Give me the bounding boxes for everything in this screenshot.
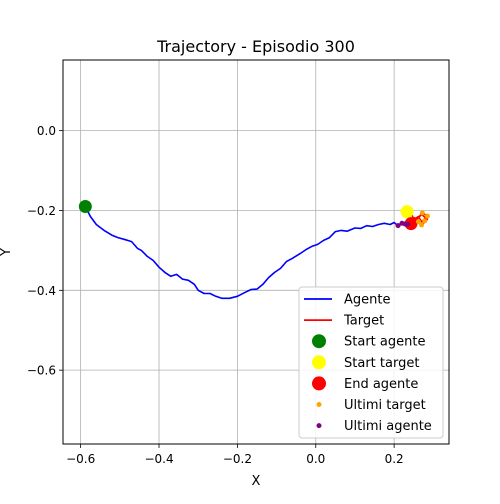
y-tick-label: −0.4 [27,284,56,298]
legend-label: Target [343,314,384,329]
tick-layer: −0.6 −0.4 −0.2 0.0 0.2 0.0 −0.2 −0.4 −0.6 [27,124,404,466]
legend-swatch-marker [316,423,322,429]
start-agent-marker [78,199,92,213]
legend-swatch-marker [312,355,326,370]
legend-label: End agente [344,377,418,392]
x-tick-label: −0.4 [144,452,173,466]
start-target-marker [400,205,414,219]
x-tick-label: −0.2 [223,452,252,466]
data-layer [78,199,430,300]
chart-title: Trajectory - Episodio 300 [156,37,355,56]
legend-swatch-marker [316,402,322,407]
grid-layer [63,60,449,444]
agent-trajectory-line [84,206,409,300]
legend-label: Ultimi agente [344,419,432,434]
legend-swatch-marker [312,376,326,391]
x-axis-label: X [252,474,261,489]
y-tick-label: −0.6 [27,364,56,378]
last-agent-point [405,221,411,227]
last-target-point [419,222,425,228]
x-tick-label: 0.2 [385,452,404,466]
legend-box [298,286,444,439]
legend-label: Start target [344,356,419,371]
last-agent-point [395,223,401,229]
last-target-point [419,210,425,216]
legend-label: Agente [344,293,390,308]
legend-swatch-marker [312,334,326,349]
last-target-point [422,218,428,224]
x-tick-label: 0.0 [306,452,325,466]
plot-frame [62,59,450,445]
y-tick-label: 0.0 [37,124,56,138]
legend-label: Start agente [344,335,425,350]
x-tick-label: −0.6 [66,452,95,466]
legend-label: Ultimi target [344,398,426,413]
legend: Agente Target Start agente Start target End … [298,286,444,439]
last-target-point [424,213,430,219]
y-tick-label: −0.2 [27,204,56,218]
last-target-point [415,219,421,225]
y-axis-label: Y [0,248,14,257]
